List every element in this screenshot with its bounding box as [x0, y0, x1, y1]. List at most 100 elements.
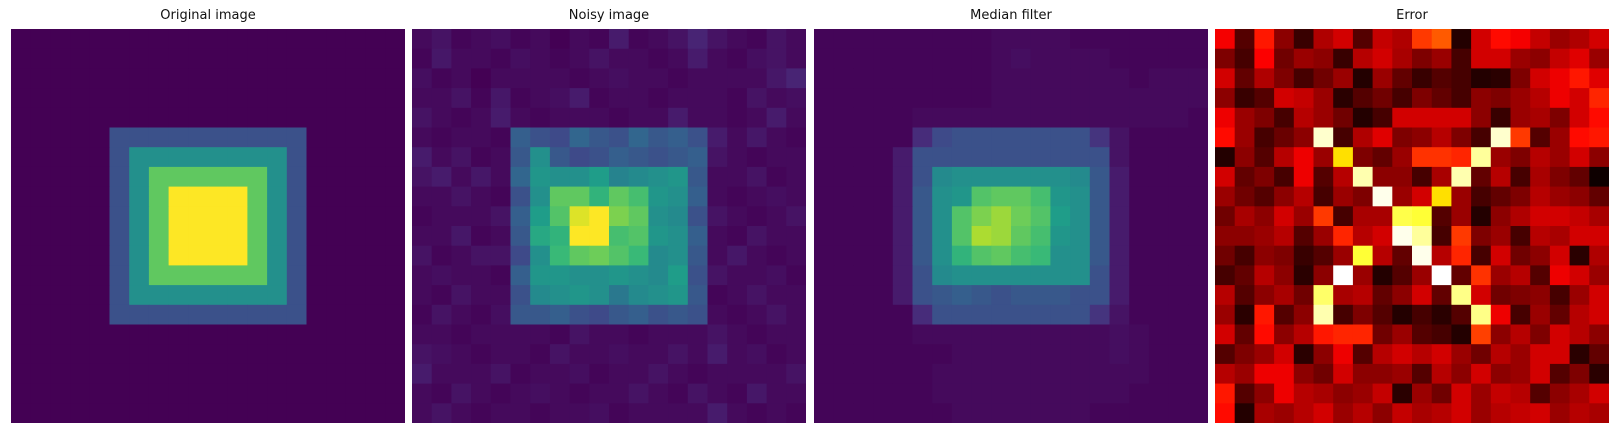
heatmap-cell	[306, 226, 327, 247]
heatmap-cell	[306, 127, 327, 148]
heatmap-cell	[549, 344, 570, 365]
heatmap-cell	[1372, 29, 1393, 50]
heatmap-cell	[1589, 285, 1609, 306]
heatmap-cell	[814, 206, 835, 227]
heatmap-cell	[853, 206, 874, 227]
heatmap-cell	[1254, 285, 1275, 306]
heatmap-cell	[1313, 68, 1334, 89]
heatmap-cell	[431, 324, 452, 345]
heatmap-cell	[148, 324, 169, 345]
heatmap-cell	[365, 403, 386, 423]
heatmap-cell	[148, 127, 169, 148]
heatmap-cell	[1148, 88, 1169, 109]
heatmap-cell	[1510, 403, 1531, 423]
heatmap-cell	[766, 403, 787, 423]
heatmap-cell	[1030, 48, 1051, 69]
heatmap-cell	[326, 68, 347, 89]
heatmap-cell	[1352, 147, 1373, 168]
heatmap-cell	[286, 245, 307, 266]
heatmap-cell	[1148, 363, 1169, 384]
heatmap-cell	[727, 304, 748, 325]
heatmap-cell	[1530, 29, 1551, 50]
heatmap-cell	[451, 344, 472, 365]
heatmap-cell	[1313, 166, 1334, 187]
heatmap-cell	[1129, 48, 1150, 69]
heatmap-cell	[1549, 147, 1570, 168]
heatmap-cell	[89, 206, 110, 227]
heatmap-cell	[853, 226, 874, 247]
heatmap-cell	[431, 107, 452, 128]
heatmap-cell	[746, 245, 767, 266]
panel-median: Median filter	[813, 0, 1209, 433]
heatmap-cell	[1392, 324, 1413, 345]
heatmap-cell	[687, 226, 708, 247]
heatmap-cell	[365, 265, 386, 286]
heatmap-cell	[490, 186, 511, 207]
heatmap-cell	[687, 344, 708, 365]
heatmap-cell	[589, 344, 610, 365]
heatmap-cell	[609, 88, 630, 109]
heatmap-cell	[1431, 29, 1452, 50]
heatmap-cell	[589, 107, 610, 128]
heatmap-cell	[1471, 265, 1492, 286]
heatmap-cell	[1313, 304, 1334, 325]
heatmap-cell	[1352, 206, 1373, 227]
heatmap-cell	[129, 383, 150, 404]
heatmap-cell	[912, 186, 933, 207]
heatmap-cell	[129, 265, 150, 286]
heatmap-cell	[1412, 166, 1433, 187]
heatmap-cell	[1549, 304, 1570, 325]
heatmap-cell	[814, 285, 835, 306]
heatmap-cell	[1313, 206, 1334, 227]
heatmap-cell	[549, 88, 570, 109]
heatmap-cell	[431, 383, 452, 404]
heatmap-cell	[50, 166, 71, 187]
heatmap-cell	[1352, 29, 1373, 50]
heatmap-cell	[766, 324, 787, 345]
heatmap-cell	[530, 363, 551, 384]
heatmap-cell	[1333, 324, 1354, 345]
heatmap-cell	[1274, 363, 1295, 384]
heatmap-cell	[1168, 226, 1189, 247]
heatmap-cell	[628, 403, 649, 423]
heatmap-cell	[208, 29, 229, 50]
heatmap-cell	[247, 127, 268, 148]
heatmap-cell	[208, 245, 229, 266]
heatmap-cell	[510, 107, 531, 128]
heatmap-cell	[609, 383, 630, 404]
heatmap-cell	[912, 285, 933, 306]
heatmap-cell	[549, 226, 570, 247]
heatmap-cell	[1451, 29, 1472, 50]
heatmap-cell	[833, 68, 854, 89]
heatmap-cell	[89, 324, 110, 345]
heatmap-cell	[306, 48, 327, 69]
heatmap-cell	[991, 265, 1012, 286]
heatmap-cell	[668, 127, 689, 148]
heatmap-cell	[70, 265, 91, 286]
heatmap-cell	[306, 344, 327, 365]
heatmap-cell	[365, 226, 386, 247]
heatmap-cell	[1148, 304, 1169, 325]
heatmap-cell	[1549, 245, 1570, 266]
heatmap-cell	[1471, 88, 1492, 109]
heatmap-cell	[569, 245, 590, 266]
heatmap-cell	[833, 304, 854, 325]
heatmap-cell	[385, 88, 405, 109]
heatmap-cell	[412, 166, 433, 187]
heatmap-cell	[1129, 186, 1150, 207]
heatmap-cell	[648, 363, 669, 384]
heatmap-cell	[1392, 304, 1413, 325]
heatmap-cell	[326, 206, 347, 227]
heatmap-cell	[365, 127, 386, 148]
heatmap-cell	[1089, 265, 1110, 286]
heatmap-cell	[129, 344, 150, 365]
heatmap-cell	[873, 265, 894, 286]
heatmap-cell	[853, 285, 874, 306]
heatmap-cell	[1333, 147, 1354, 168]
heatmap-cell	[1451, 324, 1472, 345]
heatmap-cell	[589, 166, 610, 187]
heatmap-cell	[1431, 363, 1452, 384]
heatmap-cell	[1451, 107, 1472, 128]
heatmap-cell	[1313, 403, 1334, 423]
heatmap-cell	[991, 206, 1012, 227]
